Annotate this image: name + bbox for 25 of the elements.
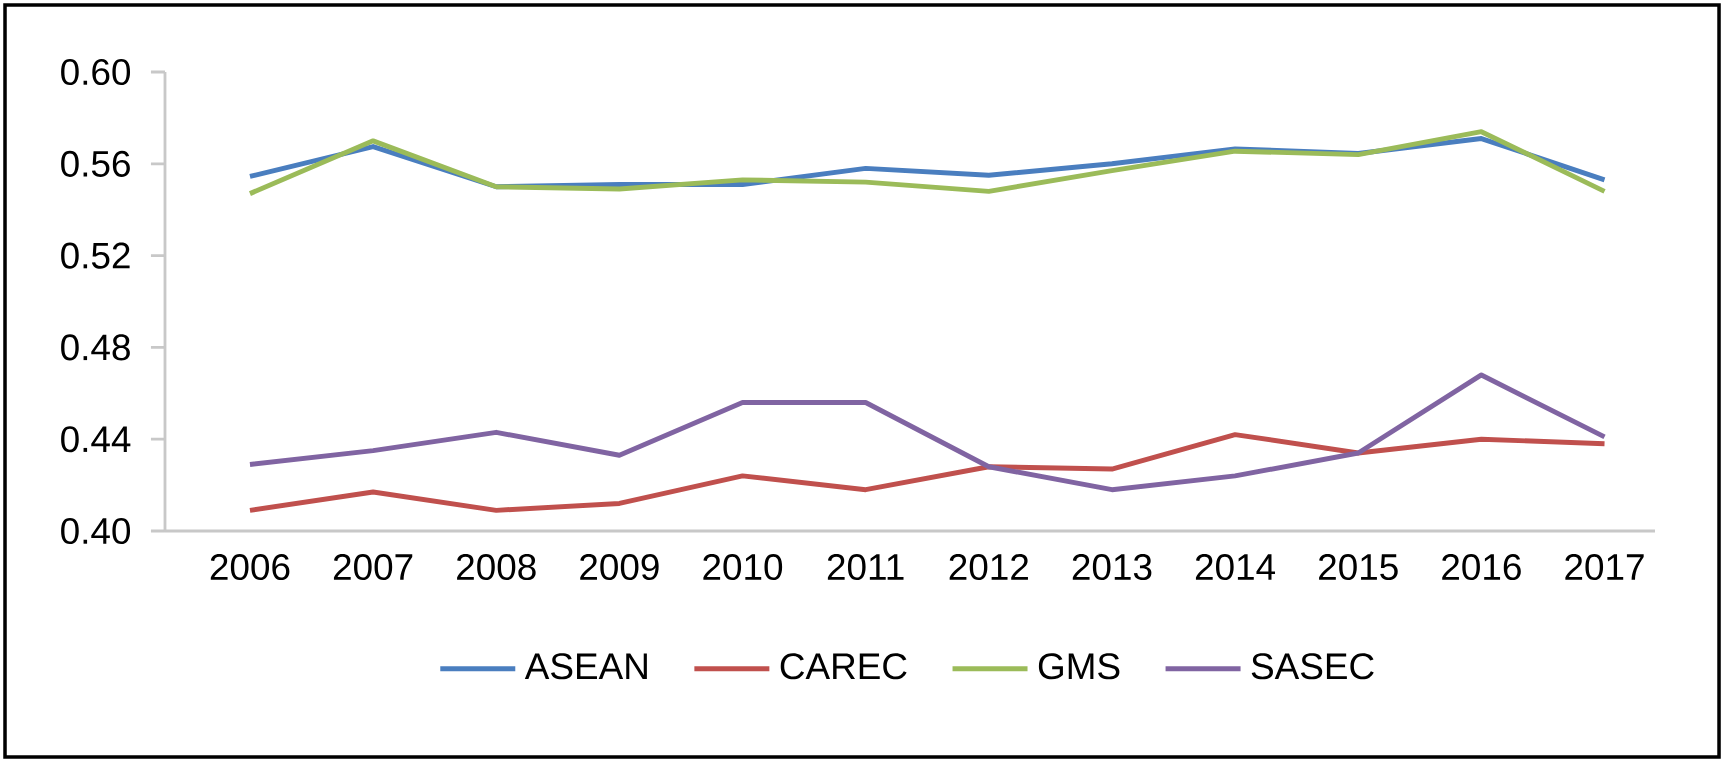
x-tick-label: 2015 [1319,553,1398,581]
legend-label: ASEAN [524,653,647,680]
x-tick-label: 2011 [827,553,904,581]
line-series [247,372,1607,493]
x-tick-label: 2009 [580,553,659,581]
x-tick-label: 2012 [949,553,1028,581]
y-tick-label: 0.56 [61,150,130,177]
y-tick-label: 0.40 [61,517,131,545]
line-series [247,432,1607,513]
legend-label: SASEC [1251,653,1374,680]
x-tick-label: 2010 [703,553,783,581]
y-tick-label: 0.48 [61,334,130,361]
y-tick-label: 0.60 [61,58,131,86]
legend-label: CAREC [780,653,907,680]
line-series [247,129,1607,197]
x-tick-label: 2017 [1565,553,1644,581]
y-tick-label: 0.52 [61,242,130,269]
x-tick-label: 2016 [1442,553,1521,581]
x-tick-label: 2013 [1072,553,1152,581]
x-tick-label: 2008 [457,553,536,581]
y-tick-label: 0.44 [61,426,131,453]
legend-label: GMS [1038,653,1120,680]
x-tick-label: 2006 [210,553,290,581]
x-tick-label: 2014 [1195,553,1276,581]
x-tick-label: 2007 [333,553,413,581]
